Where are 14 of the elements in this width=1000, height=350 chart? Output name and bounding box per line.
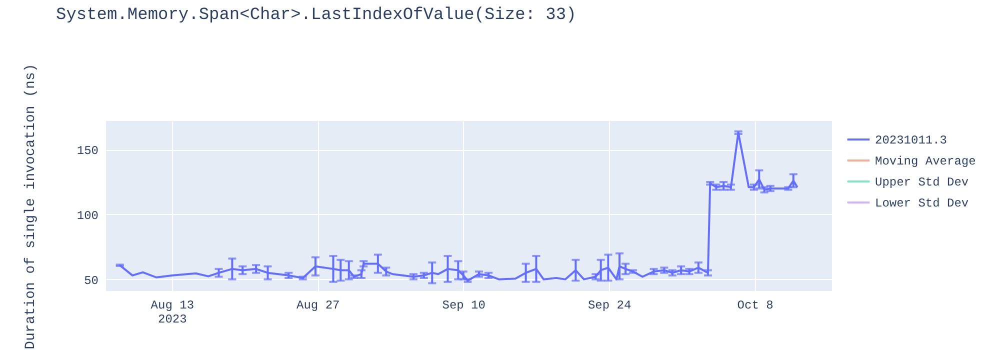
x-tick-label: Sep 10 xyxy=(442,298,486,312)
x-tick-label: Sep 24 xyxy=(588,298,632,312)
y-tick-label: 100 xyxy=(76,208,98,223)
x-tick-label: Aug 13 2023 xyxy=(150,298,194,326)
legend-label: Moving Average xyxy=(875,154,976,168)
y-tick-label: 50 xyxy=(84,274,98,288)
legend-label: 20231011.3 xyxy=(875,134,948,148)
y-axis-title: Duration of single invocation (ns) xyxy=(22,64,39,350)
chart-title: System.Memory.Span<Char>.LastIndexOfValue(Size: 33) xyxy=(56,6,576,26)
x-tick-label: Oct 8 xyxy=(737,298,774,312)
y-tick-label: 150 xyxy=(76,144,98,158)
x-tick-label: Aug 27 xyxy=(296,298,340,312)
legend-label: Lower Std Dev xyxy=(875,196,969,210)
legend-label: Upper Std Dev xyxy=(875,176,969,190)
